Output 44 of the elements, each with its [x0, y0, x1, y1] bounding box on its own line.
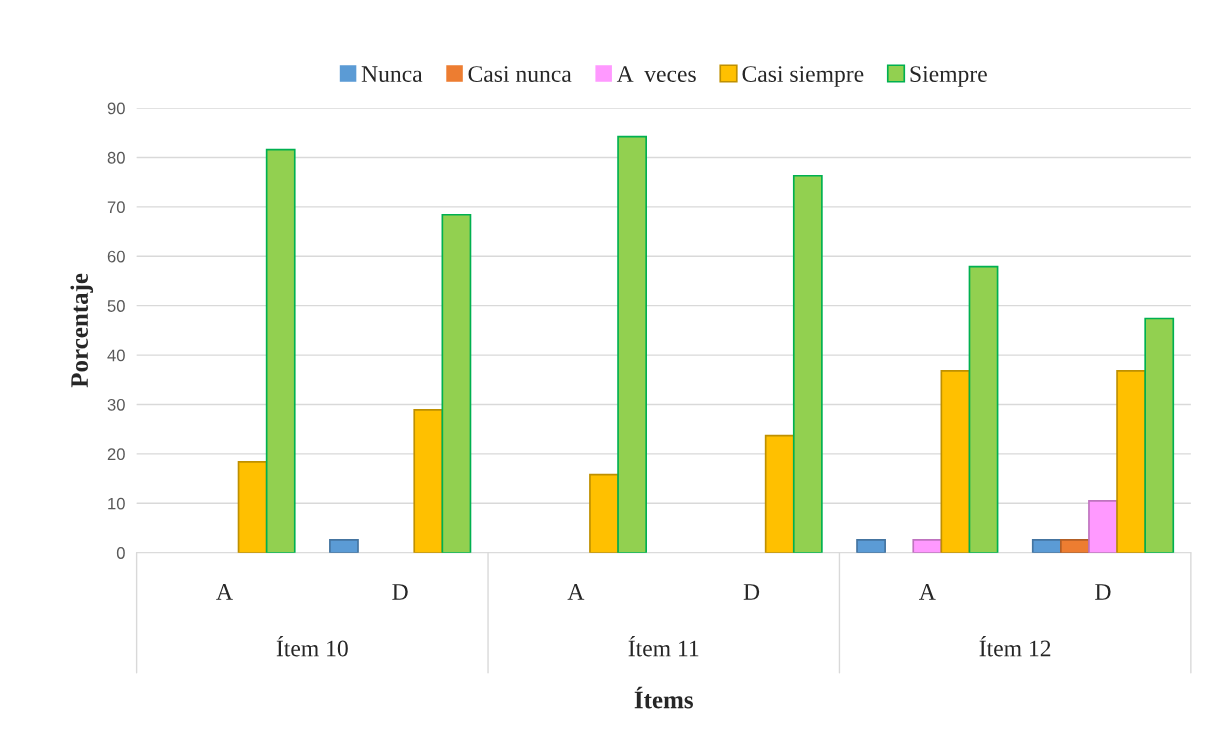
y-tick-label: 90 [107, 102, 125, 115]
bar [856, 539, 886, 553]
y-tick-label: 0 [116, 547, 125, 559]
bar [764, 434, 795, 553]
x-tick-label: D [1095, 584, 1111, 600]
bar [792, 174, 823, 553]
bar [1088, 500, 1118, 553]
bar [968, 265, 999, 553]
x-tick-label: D [392, 584, 408, 600]
y-tick-label: 40 [107, 349, 125, 362]
legend-label: Casi siempre [742, 66, 864, 87]
text: Ítem 11 [628, 636, 699, 657]
bar [1031, 539, 1062, 553]
y-tick-label: 30 [107, 398, 125, 411]
x-tick-label: A [919, 584, 936, 600]
y-tick-label: 70 [107, 201, 125, 214]
legend-label: Siempre [910, 66, 987, 87]
y-tick-label: 20 [107, 448, 125, 461]
bar [617, 135, 648, 553]
x-tick-label: D [743, 584, 760, 600]
text: Ítem 10 [276, 636, 348, 657]
y-tick-label: 80 [107, 151, 125, 164]
y-tick-label: 50 [107, 300, 125, 312]
legend-label: Nunca [361, 66, 423, 82]
y-axis-title: Porcentaje [70, 273, 94, 388]
bar [1060, 539, 1090, 553]
x-tick-label: A [567, 584, 585, 600]
bar [329, 539, 359, 553]
bar [589, 473, 619, 553]
bar [1144, 317, 1175, 553]
bar [940, 370, 971, 553]
bar [912, 539, 943, 553]
x-axis-title: Ítems [634, 686, 693, 709]
bar [413, 409, 444, 553]
legend-label: Casi nunca [468, 66, 572, 82]
bar [237, 460, 268, 553]
bar [1116, 370, 1147, 553]
y-tick-label: 60 [107, 250, 125, 263]
bar [265, 148, 296, 553]
y-tick-label: 10 [108, 497, 125, 510]
x-tick-label: A [216, 584, 233, 600]
text: Ítem 12 [979, 636, 1051, 657]
bar [441, 213, 472, 553]
legend-label: A veces [616, 66, 696, 82]
